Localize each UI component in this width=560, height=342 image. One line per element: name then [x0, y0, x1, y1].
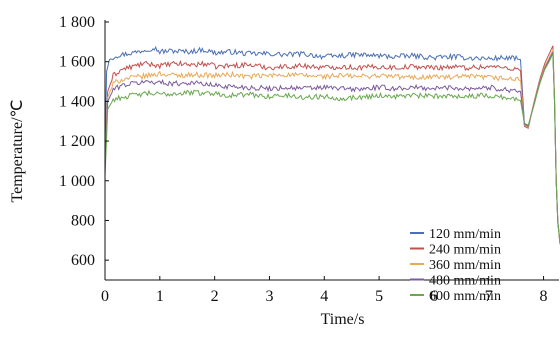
plot-lines	[104, 45, 560, 245]
axes	[104, 20, 559, 281]
series-line-5	[104, 53, 560, 243]
y-tick-label: 1 200	[59, 133, 95, 150]
x-tick-label: 5	[375, 288, 383, 305]
y-tick-label: 1 400	[59, 93, 95, 110]
y-tick-label: 1 600	[59, 54, 95, 71]
series-line-3	[104, 49, 560, 244]
x-tick-label: 7	[485, 288, 493, 305]
series-line-1	[104, 45, 560, 243]
y-axis-ticks: 600 800 1 000 1 200 1 400 1 600 1 800	[59, 14, 109, 269]
y-tick-label: 800	[71, 212, 95, 229]
legend-label: 600 mm/min	[429, 289, 501, 304]
x-tick-label: 6	[430, 288, 438, 305]
y-tick-label: 1 800	[59, 14, 95, 31]
x-tick-label: 1	[156, 288, 164, 305]
x-axis-ticks: 0 1 2 3 4 5 6 7 8	[101, 276, 548, 305]
legend-label: 240 mm/min	[429, 243, 501, 258]
y-axis-title: Temperature/℃	[9, 99, 26, 202]
x-tick-label: 8	[540, 288, 548, 305]
series-line-2	[104, 45, 560, 245]
x-tick-label: 4	[320, 288, 328, 305]
legend-label: 480 mm/min	[429, 274, 501, 289]
x-tick-label: 2	[211, 288, 219, 305]
legend-label: 360 mm/min	[429, 258, 501, 273]
y-tick-label: 1 000	[59, 173, 95, 190]
x-tick-label: 3	[265, 288, 273, 305]
x-tick-label: 0	[101, 288, 109, 305]
x-axis-title: Time/s	[321, 311, 365, 328]
series-line-4	[104, 51, 560, 243]
legend-label: 120 mm/min	[429, 227, 501, 242]
y-tick-label: 600	[71, 252, 95, 269]
